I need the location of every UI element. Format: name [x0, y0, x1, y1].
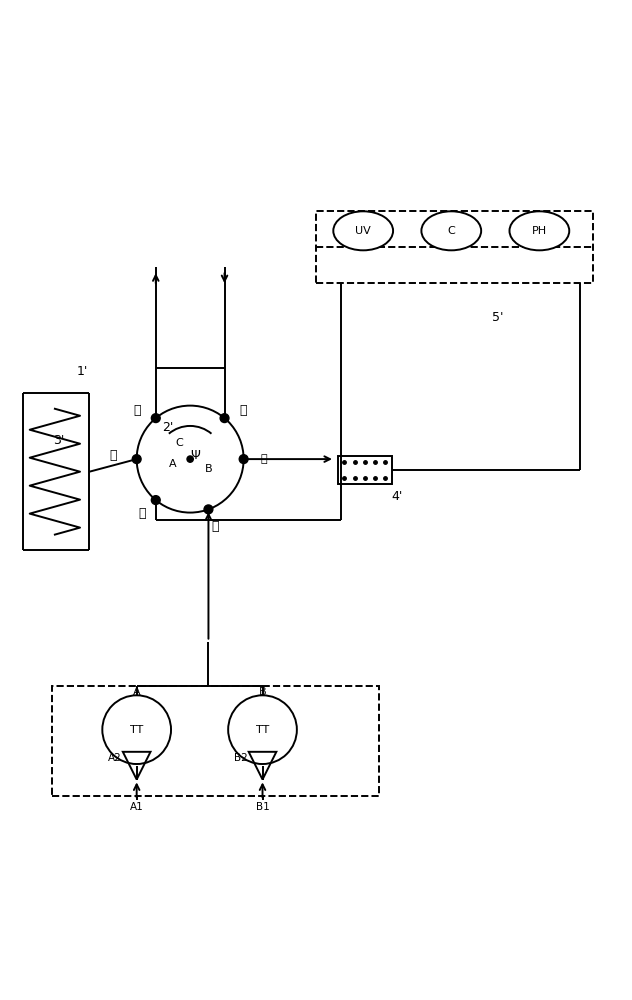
Bar — [338, 456, 391, 484]
Text: A: A — [169, 459, 176, 469]
Ellipse shape — [509, 211, 569, 250]
Ellipse shape — [102, 695, 171, 764]
Text: 木: 木 — [109, 449, 116, 462]
Text: UV: UV — [355, 226, 371, 236]
Text: 二: 二 — [211, 520, 219, 533]
Text: 5': 5' — [492, 311, 504, 324]
Text: 3': 3' — [53, 434, 64, 447]
Circle shape — [132, 455, 141, 464]
Text: A2: A2 — [108, 753, 121, 763]
Text: B: B — [205, 464, 213, 474]
Text: 1': 1' — [77, 365, 88, 378]
Text: 2': 2' — [162, 421, 173, 434]
Text: C: C — [175, 438, 183, 448]
Text: Ψ: Ψ — [190, 449, 200, 462]
Text: B: B — [258, 687, 266, 697]
Circle shape — [204, 505, 213, 514]
Text: TT: TT — [256, 725, 269, 735]
Text: 4': 4' — [391, 490, 403, 503]
Ellipse shape — [333, 211, 393, 250]
Circle shape — [240, 455, 248, 464]
Bar — [52, 686, 379, 796]
Ellipse shape — [422, 211, 481, 250]
Text: TT: TT — [130, 725, 143, 735]
Circle shape — [152, 414, 160, 423]
Text: B1: B1 — [255, 802, 269, 812]
Circle shape — [220, 414, 229, 423]
Text: 三: 三 — [260, 454, 267, 464]
Circle shape — [187, 456, 193, 462]
Text: C: C — [447, 226, 455, 236]
Text: 四: 四 — [240, 404, 247, 417]
Bar — [316, 211, 593, 283]
Circle shape — [137, 406, 244, 513]
Text: 一: 一 — [138, 507, 146, 520]
Circle shape — [152, 496, 160, 504]
Text: A1: A1 — [130, 802, 143, 812]
Text: PH: PH — [532, 226, 547, 236]
Ellipse shape — [228, 695, 297, 764]
Text: 二: 二 — [133, 404, 141, 417]
Text: A: A — [133, 687, 140, 697]
Text: B2: B2 — [234, 753, 247, 763]
